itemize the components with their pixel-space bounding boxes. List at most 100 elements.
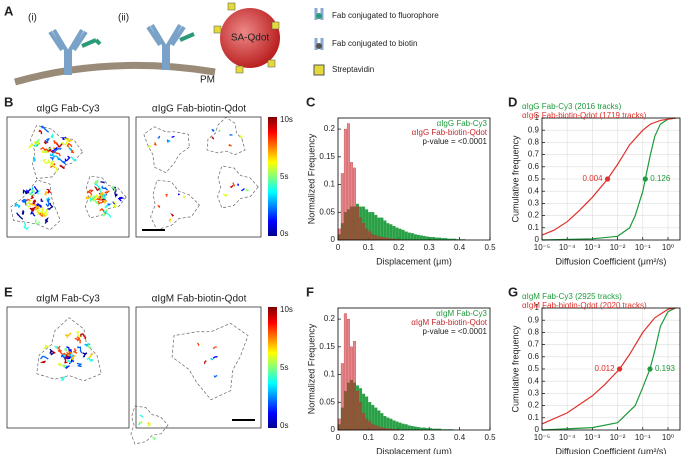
track bbox=[196, 342, 200, 346]
y-tick-label: 0.1 bbox=[528, 223, 540, 232]
track bbox=[103, 209, 112, 218]
track bbox=[147, 422, 150, 425]
track bbox=[213, 374, 218, 378]
track bbox=[68, 147, 73, 152]
panel-label: E bbox=[4, 284, 13, 299]
track bbox=[21, 210, 25, 215]
track bbox=[57, 362, 63, 367]
bar bbox=[401, 423, 405, 431]
panel-label: F bbox=[306, 284, 314, 299]
track bbox=[33, 138, 41, 148]
x-tick-label: 10⁻¹ bbox=[635, 243, 651, 252]
track bbox=[157, 135, 161, 139]
bar bbox=[413, 234, 417, 241]
track bbox=[177, 193, 181, 196]
track bbox=[25, 199, 32, 208]
y-tick-label: 0.7 bbox=[528, 340, 540, 349]
x-tick-label: 0.3 bbox=[424, 243, 436, 252]
plot-frame bbox=[541, 117, 681, 241]
median-dot bbox=[642, 176, 648, 182]
y-tick-label: 0 bbox=[331, 235, 336, 244]
track bbox=[42, 158, 51, 164]
track bbox=[107, 203, 112, 206]
legend-entry: αIgM Fab-biotin-Qdot bbox=[411, 318, 488, 327]
track bbox=[237, 183, 240, 186]
bar bbox=[398, 228, 402, 241]
median-label: 0.126 bbox=[650, 174, 671, 183]
bar bbox=[392, 420, 396, 431]
y-axis-label: Normalized Frequency bbox=[306, 323, 316, 414]
track bbox=[26, 198, 31, 202]
track bbox=[66, 346, 72, 353]
track bbox=[66, 138, 73, 143]
track bbox=[43, 344, 49, 349]
cell-outline bbox=[84, 175, 127, 219]
bar bbox=[395, 421, 399, 431]
bar bbox=[389, 418, 393, 431]
median-dot bbox=[616, 366, 623, 372]
track bbox=[37, 212, 44, 217]
track bbox=[104, 204, 109, 209]
x-tick-label: 0.3 bbox=[424, 433, 436, 442]
track bbox=[86, 189, 94, 196]
track bbox=[212, 356, 218, 359]
image-frame bbox=[135, 116, 262, 238]
x-axis-label: Displacement (μm) bbox=[376, 446, 452, 454]
track bbox=[53, 345, 59, 350]
track bbox=[60, 376, 65, 382]
track bbox=[99, 191, 104, 196]
track bbox=[39, 212, 46, 218]
track bbox=[64, 347, 68, 352]
legend-entry: αIgG Fab-biotin-Qdot bbox=[412, 128, 488, 137]
colorbar bbox=[268, 117, 277, 236]
track bbox=[57, 345, 63, 353]
track bbox=[65, 332, 72, 339]
y-tick-label: 0.6 bbox=[528, 352, 540, 361]
legend-icon bbox=[314, 8, 324, 20]
bar bbox=[371, 234, 375, 241]
track bbox=[67, 359, 72, 364]
bar bbox=[386, 417, 390, 431]
bar bbox=[426, 236, 429, 241]
track bbox=[88, 352, 94, 359]
track bbox=[86, 357, 94, 363]
schematic-label: (i) bbox=[28, 13, 37, 24]
track bbox=[70, 156, 77, 162]
colorbar-label: 5s bbox=[280, 363, 288, 372]
bar bbox=[371, 424, 375, 431]
image-title: αIgM Fab-Cy3 bbox=[36, 294, 100, 305]
track bbox=[100, 208, 108, 217]
track bbox=[93, 180, 99, 185]
median-dot bbox=[604, 176, 611, 182]
track bbox=[29, 206, 36, 211]
track bbox=[112, 201, 117, 209]
colorbar-label: 5s bbox=[280, 172, 288, 181]
bar bbox=[413, 426, 417, 431]
bar bbox=[429, 237, 432, 241]
track bbox=[212, 346, 217, 350]
track bbox=[66, 350, 72, 355]
track bbox=[97, 200, 105, 205]
bar bbox=[416, 234, 420, 241]
images: αIgG Fab-Cy3 αIgG Fab-biotin-Qdot 10s 5s… bbox=[36, 104, 293, 430]
x-axis-label: Displacement (μm) bbox=[376, 256, 452, 266]
legend-entry: αIgM Fab-Cy3 (2925 tracks) bbox=[522, 292, 622, 301]
bar bbox=[377, 236, 381, 241]
bar bbox=[346, 318, 350, 431]
x-tick-label: 10⁻² bbox=[610, 243, 626, 252]
track bbox=[52, 146, 55, 150]
x-tick-label: 0.4 bbox=[454, 433, 466, 442]
y-tick-label: 0.15 bbox=[319, 342, 335, 351]
panel-label: B bbox=[4, 94, 13, 109]
cdf-line bbox=[541, 307, 676, 431]
bar bbox=[377, 426, 381, 431]
x-tick-label: 0 bbox=[336, 243, 341, 252]
track bbox=[147, 145, 152, 148]
bar bbox=[386, 223, 390, 241]
track bbox=[49, 152, 55, 158]
cell-outline bbox=[150, 180, 200, 231]
cell-outline bbox=[217, 165, 259, 209]
bar bbox=[395, 227, 399, 241]
track bbox=[50, 159, 55, 167]
bar bbox=[350, 162, 353, 241]
